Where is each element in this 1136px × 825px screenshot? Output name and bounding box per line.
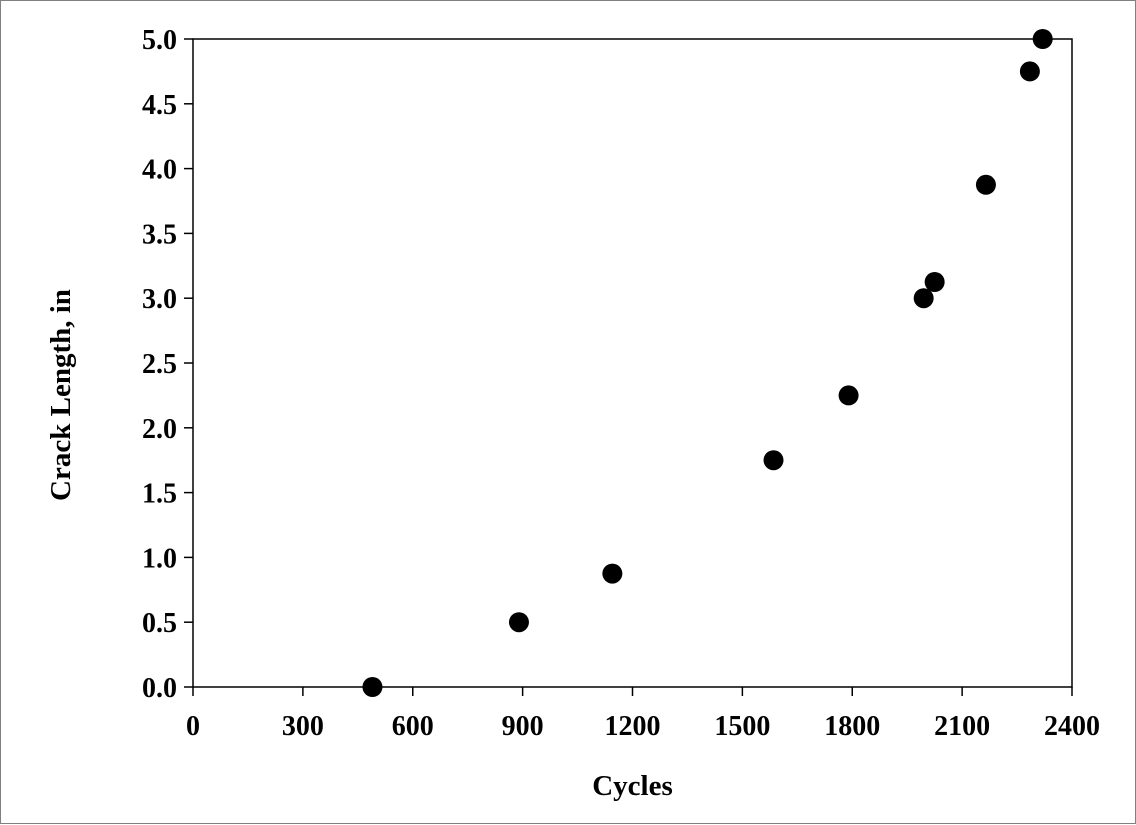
y-tick-label: 5.0 [142, 25, 177, 56]
data-point [763, 450, 784, 471]
data-point [838, 385, 859, 406]
data-point [913, 288, 934, 309]
x-axis-ticks: 0 300 600 900 1200 1500 1800 2100 2400 [186, 687, 1100, 742]
y-tick-label: 0.5 [142, 608, 177, 639]
y-tick-label: 3.5 [142, 219, 177, 250]
x-tick-label: 2100 [934, 711, 990, 742]
data-point [602, 563, 623, 584]
y-tick-label: 4.0 [142, 155, 177, 186]
data-point [508, 612, 529, 633]
data-point [1019, 61, 1040, 82]
y-tick-label: 1.5 [142, 479, 177, 510]
x-tick-label: 600 [392, 711, 434, 742]
y-axis-ticks: 0.0 0.5 1.0 1.5 2.0 2.5 3.0 3.5 4.0 4.5 5.0 [142, 25, 193, 704]
plot-area [192, 38, 1073, 688]
data-point [924, 272, 945, 292]
y-tick-label: 4.5 [142, 90, 177, 121]
y-tick-label: 2.5 [142, 349, 177, 380]
y-tick-label: 3.0 [142, 284, 177, 315]
x-tick-label: 1800 [824, 711, 880, 742]
x-axis-title: Cycles [592, 770, 673, 802]
x-tick-label: 1500 [714, 711, 770, 742]
y-tick-label: 2.0 [142, 414, 177, 445]
x-tick-label: 300 [282, 711, 324, 742]
y-tick-label: 1.0 [142, 543, 177, 574]
x-tick-label: 900 [502, 711, 544, 742]
data-point [975, 174, 996, 195]
data-point [362, 677, 383, 697]
x-tick-label: 1200 [605, 711, 661, 742]
y-axis-title: Crack Length, in [45, 289, 77, 501]
data-point [1032, 29, 1053, 49]
x-tick-label: 0 [186, 711, 200, 742]
y-tick-label: 0.0 [142, 673, 177, 704]
data-points [362, 29, 1053, 697]
x-tick-label: 2400 [1044, 711, 1100, 742]
